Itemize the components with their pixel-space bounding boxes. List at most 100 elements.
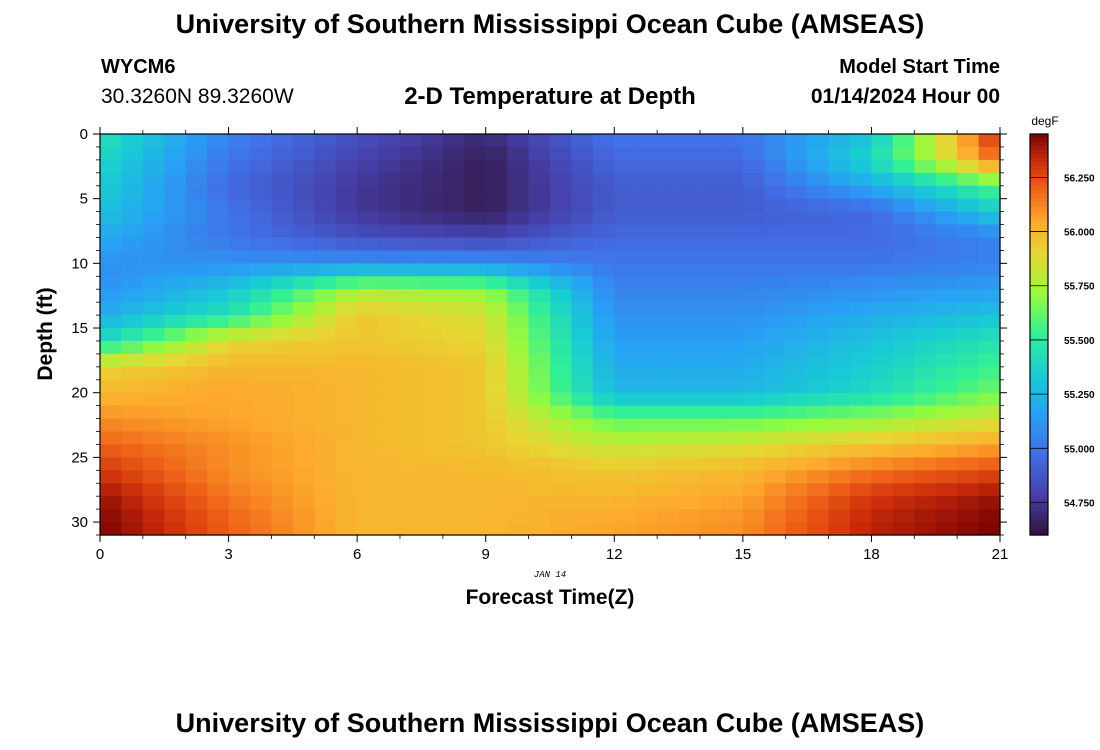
heatmap-cell: [507, 522, 530, 536]
heatmap-cell: [528, 457, 551, 471]
heatmap-cell: [978, 289, 1001, 303]
heatmap-cell: [442, 172, 465, 187]
heatmap-cells: [100, 134, 1001, 536]
heatmap-cell: [871, 366, 894, 381]
heatmap-cell: [657, 159, 680, 174]
heatmap-cell: [914, 431, 937, 446]
heatmap-cell: [785, 224, 808, 239]
heatmap-cell: [892, 134, 915, 148]
heatmap-cell: [228, 392, 251, 407]
heatmap-cell: [185, 224, 208, 239]
heatmap-cell: [657, 522, 680, 536]
heatmap-cell: [228, 405, 251, 420]
heatmap-cell: [271, 302, 294, 316]
heatmap-cell: [721, 405, 744, 420]
heatmap-cell: [400, 237, 423, 252]
colorbar-segment: [1030, 510, 1048, 516]
heatmap-cell: [528, 379, 551, 394]
heatmap-cell: [271, 405, 294, 420]
heatmap-cell: [378, 379, 401, 394]
heatmap-cell: [464, 198, 487, 213]
heatmap-cell: [507, 392, 530, 407]
heatmap-cell: [828, 198, 851, 213]
heatmap-cell: [700, 159, 723, 174]
heatmap-cell: [914, 509, 937, 523]
heatmap-cell: [914, 328, 937, 342]
heatmap-cell: [678, 302, 701, 316]
model-start-value: 01/14/2024 Hour 00: [810, 85, 1000, 108]
heatmap-cell: [700, 146, 723, 161]
heatmap-cell: [121, 522, 144, 536]
heatmap-cell: [892, 457, 915, 471]
heatmap-cell: [700, 340, 723, 355]
heatmap-cell: [828, 250, 851, 264]
heatmap-cell: [207, 483, 230, 497]
heatmap-cell: [485, 509, 508, 523]
heatmap-cell: [292, 522, 315, 536]
heatmap-cell: [807, 172, 830, 187]
heatmap-cell: [357, 470, 380, 484]
colorbar-segment: [1030, 482, 1048, 488]
heatmap-cell: [314, 302, 337, 316]
heatmap-cell: [528, 522, 551, 536]
colorbar-segment: [1030, 250, 1048, 255]
heatmap-cell: [485, 405, 508, 420]
heatmap-cell: [978, 366, 1001, 381]
colorbar-unit-label: degF: [1031, 114, 1058, 128]
heatmap-cell: [100, 146, 123, 161]
heatmap-cell: [100, 522, 123, 536]
heatmap-cell: [785, 263, 808, 277]
heatmap-cell: [442, 302, 465, 316]
heatmap-cell: [828, 315, 851, 329]
heatmap-cell: [914, 276, 937, 290]
heatmap-cell: [742, 418, 765, 433]
heatmap-cell: [271, 276, 294, 290]
heatmap-cell: [142, 457, 165, 471]
heatmap-cell: [700, 198, 723, 213]
heatmap-cell: [807, 237, 830, 252]
heatmap-cell: [271, 146, 294, 161]
heatmap-cell: [314, 522, 337, 536]
heatmap-cell: [421, 444, 444, 458]
heatmap-cell: [442, 405, 465, 420]
heatmap-cell: [292, 496, 315, 510]
heatmap-cell: [335, 211, 358, 226]
colorbar-segment: [1030, 506, 1048, 512]
colorbar-segment: [1030, 282, 1048, 287]
heatmap-cell: [378, 250, 401, 264]
heatmap-cell: [871, 250, 894, 264]
heatmap-cell: [207, 431, 230, 446]
heatmap-cell: [678, 315, 701, 329]
heatmap-cell: [550, 302, 573, 316]
colorbar-segment: [1030, 410, 1048, 416]
heatmap-cell: [871, 198, 894, 213]
heatmap-cell: [142, 470, 165, 484]
heatmap-cell: [378, 159, 401, 174]
heatmap-cell: [228, 379, 251, 394]
heatmap-cell: [978, 237, 1001, 252]
heatmap-cell: [550, 198, 573, 213]
y-tick-label: 5: [80, 191, 88, 208]
heatmap-cell: [828, 353, 851, 368]
heatmap-cell: [464, 263, 487, 277]
heatmap-cell: [507, 172, 530, 187]
heatmap-cell: [142, 366, 165, 381]
colorbar-tick-label: 55.000: [1064, 444, 1095, 455]
heatmap-cell: [121, 237, 144, 252]
heatmap-cell: [335, 276, 358, 290]
heatmap-cell: [700, 366, 723, 381]
heatmap-cell: [721, 470, 744, 484]
colorbar-segment: [1030, 346, 1048, 352]
x-tick-label: 6: [353, 546, 361, 563]
heatmap-cell: [271, 185, 294, 200]
heatmap-cell: [700, 172, 723, 187]
heatmap-cell: [635, 134, 658, 148]
heatmap-cell: [828, 366, 851, 381]
heatmap-cell: [314, 146, 337, 161]
heatmap-cell: [914, 250, 937, 264]
heatmap-cell: [657, 224, 680, 239]
colorbar-segment: [1030, 306, 1048, 312]
heatmap-cell: [700, 522, 723, 536]
colorbar-segment: [1030, 142, 1048, 147]
heatmap-cell: [485, 211, 508, 226]
